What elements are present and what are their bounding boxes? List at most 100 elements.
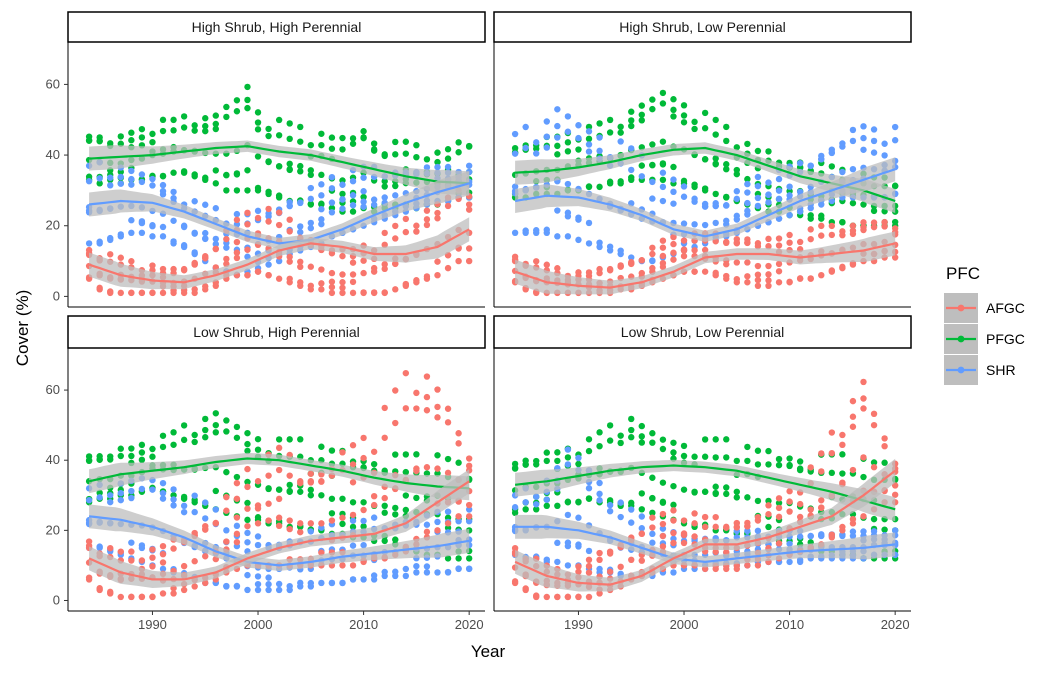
point-shr [691,221,698,228]
point-pfgc [339,495,346,502]
point-afgc [670,539,677,547]
point-shr [254,573,262,580]
point-pfgc [212,180,219,187]
point-afgc [434,258,441,265]
point-afgc [233,514,241,521]
point-shr [360,541,367,549]
point-shr [444,508,452,515]
point-shr [849,532,857,540]
point-pfgc [670,106,677,114]
point-shr [170,194,177,202]
point-pfgc [870,459,878,466]
point-afgc [712,523,719,531]
point-afgc [413,228,420,235]
point-pfgc [96,456,103,463]
facet-strip [67,11,486,43]
point-afgc [881,442,888,450]
point-shr [554,106,561,113]
point-pfgc [638,162,645,169]
point-shr [522,144,529,152]
point-afgc [765,271,772,278]
point-afgc [159,559,167,566]
point-pfgc [670,163,677,171]
point-shr [723,202,730,209]
point-shr [254,586,262,594]
point-afgc [860,513,867,520]
point-afgc [233,216,241,224]
point-afgc [712,513,719,521]
point-shr [275,580,283,588]
x-tick-label: 2020 [881,617,910,632]
facet-strip-label: Low Shrub, Low Perennial [621,324,784,340]
point-shr [128,487,135,495]
point-afgc [233,530,241,538]
point-shr [543,118,550,125]
point-afgc [659,237,667,244]
point-shr [765,191,772,199]
point-afgc [775,242,783,249]
point-shr [96,175,103,182]
point-pfgc [275,116,283,124]
point-shr [891,123,899,131]
point-pfgc [149,138,156,146]
point-afgc [233,479,241,487]
point-pfgc [723,123,730,131]
point-afgc [307,282,315,290]
point-afgc [733,259,741,266]
point-pfgc [659,445,667,453]
point-pfgc [349,140,357,147]
point-shr [444,568,452,576]
point-afgc [680,517,688,524]
point-pfgc [796,458,804,465]
point-pfgc [649,430,656,437]
point-afgc [434,527,441,534]
point-pfgc [191,122,198,129]
point-pfgc [434,149,441,156]
point-afgc [434,215,441,222]
point-shr [818,532,825,540]
point-shr [680,193,688,200]
point-shr [870,528,878,535]
point-pfgc [860,473,867,481]
point-afgc [554,593,561,601]
point-afgc [360,257,367,264]
point-pfgc [712,483,719,490]
point-pfgc [701,488,709,495]
point-pfgc [170,169,177,176]
point-afgc [286,517,293,524]
point-pfgc [307,200,315,208]
point-afgc [444,405,452,412]
point-afgc [117,548,124,555]
point-pfgc [265,158,272,165]
point-pfgc [754,147,762,155]
point-pfgc [796,465,804,472]
point-shr [318,216,325,223]
point-shr [543,556,550,563]
point-shr [254,580,262,588]
point-afgc [444,469,452,477]
point-afgc [159,550,167,558]
point-pfgc [212,410,219,417]
point-shr [659,525,667,532]
point-shr [212,205,219,212]
point-afgc [349,278,357,286]
point-pfgc [628,499,635,507]
point-shr [744,180,751,188]
point-shr [522,499,529,506]
point-afgc [628,259,635,266]
point-afgc [402,228,410,236]
point-afgc [318,280,325,287]
x-tick-label: 1990 [138,617,167,632]
point-shr [585,547,593,555]
point-afgc [465,245,473,252]
point-shr [170,238,177,245]
point-afgc [170,590,177,597]
point-afgc [275,209,283,216]
point-afgc [286,253,293,261]
point-pfgc [680,486,688,493]
point-pfgc [297,138,304,145]
point-pfgc [381,537,388,545]
point-pfgc [606,178,614,185]
point-pfgc [254,435,262,443]
point-pfgc [628,415,635,423]
